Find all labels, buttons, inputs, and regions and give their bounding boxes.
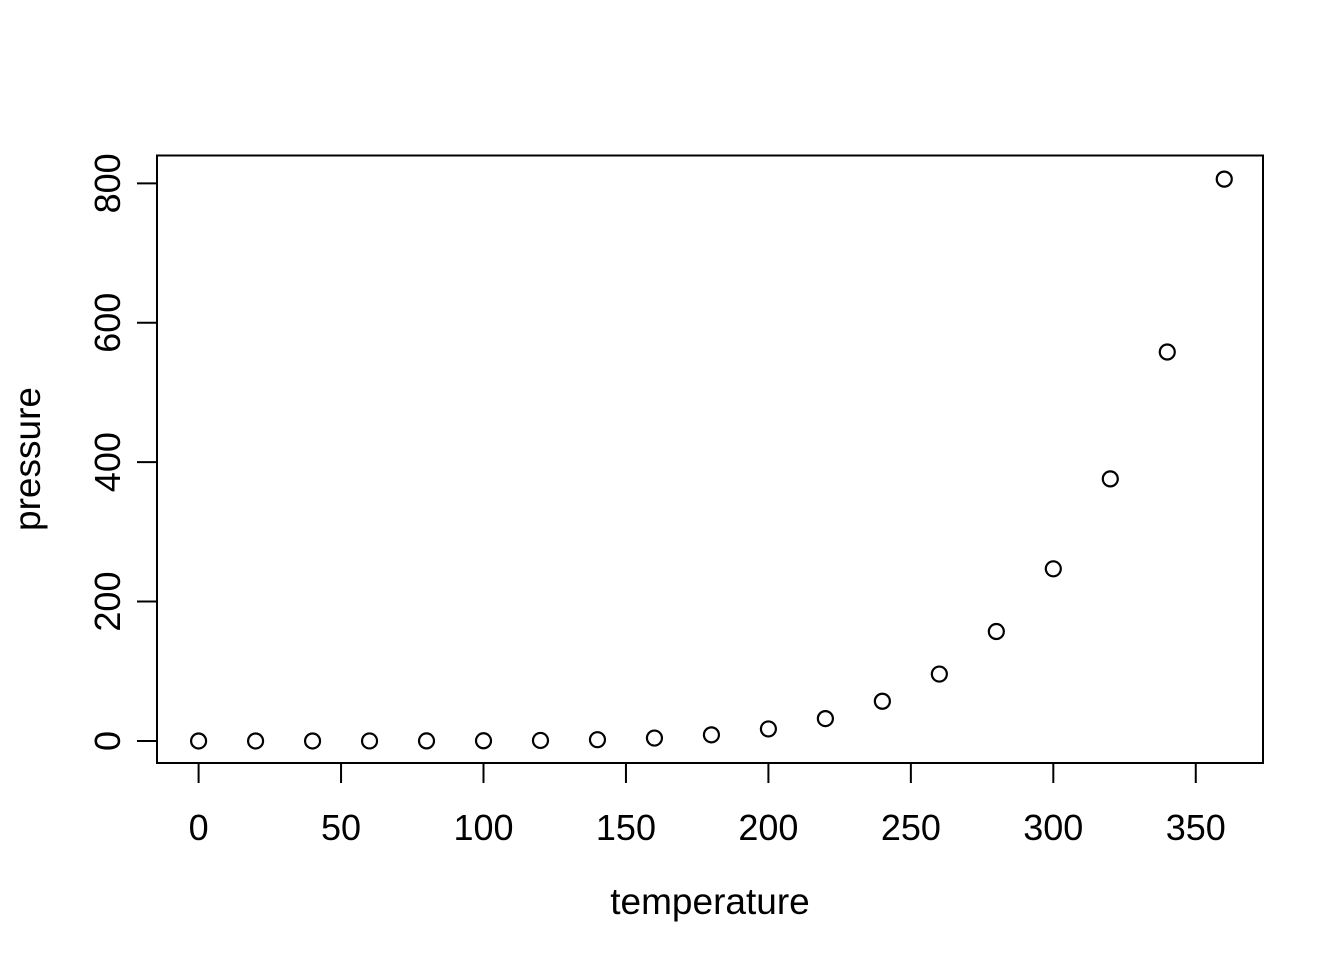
- data-point: [531, 731, 550, 750]
- x-tick-label: 100: [453, 807, 513, 848]
- data-point: [987, 622, 1005, 641]
- data-point: [930, 665, 948, 683]
- x-tick-label: 250: [881, 807, 941, 848]
- data-point: [246, 732, 265, 750]
- y-tick-label: 200: [87, 572, 128, 632]
- data-point: [1215, 170, 1233, 188]
- x-axis-title: temperature: [610, 881, 810, 922]
- x-tick-label: 0: [189, 807, 209, 848]
- data-point: [360, 732, 379, 750]
- data-point: [759, 720, 778, 738]
- data-point: [1101, 470, 1119, 488]
- y-axis-ticks: 0 200 400 600 800: [87, 153, 157, 751]
- data-point: [816, 709, 834, 728]
- data-point: [303, 732, 322, 750]
- y-tick-label: 800: [87, 153, 128, 213]
- y-tick-label: 400: [87, 432, 128, 492]
- data-point: [1044, 560, 1062, 578]
- data-point: [1158, 343, 1176, 361]
- data-point: [417, 732, 436, 750]
- plot-border-box: [156, 154, 1264, 764]
- y-axis-title: pressure: [7, 387, 48, 531]
- data-point: [645, 729, 664, 747]
- x-tick-label: 150: [596, 807, 656, 848]
- data-point: [189, 732, 208, 750]
- x-tick-label: 300: [1023, 807, 1083, 848]
- data-point: [702, 726, 721, 744]
- x-tick-label: 200: [738, 807, 798, 848]
- x-tick-label: 350: [1166, 807, 1226, 848]
- data-point: [474, 732, 493, 750]
- x-axis-ticks: 0 50 100 150 200 250 300 350: [189, 763, 1226, 848]
- data-point: [588, 731, 607, 749]
- data-points: [189, 170, 1233, 750]
- data-point: [873, 692, 891, 710]
- x-tick-label: 50: [321, 807, 361, 848]
- y-tick-label: 600: [87, 293, 128, 353]
- y-tick-label: 0: [87, 731, 128, 751]
